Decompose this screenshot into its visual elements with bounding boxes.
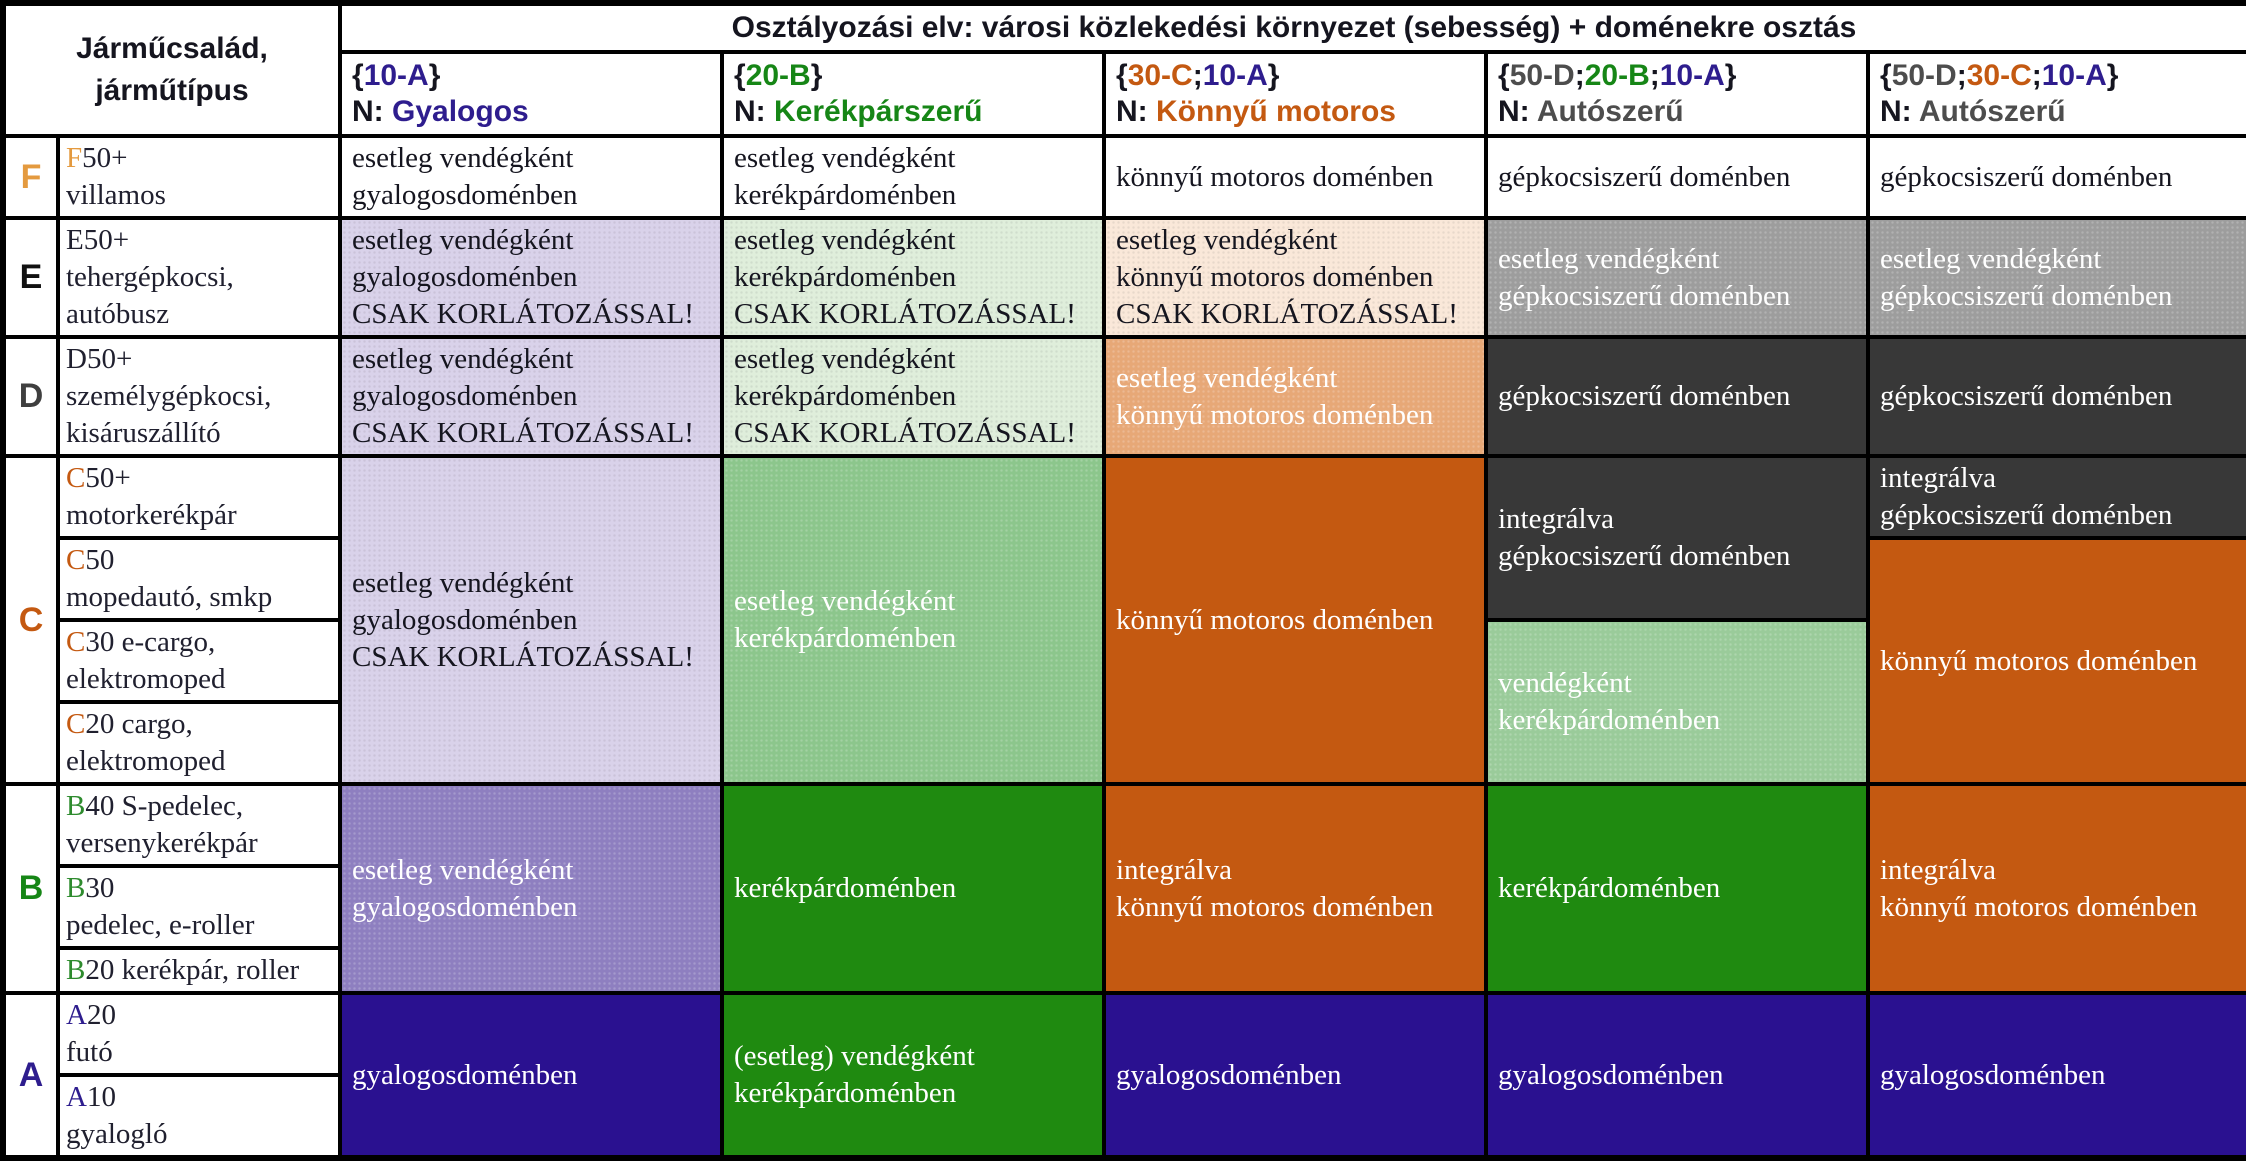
cell-c-auto1-vendeg: vendégként kerékpárdoménben xyxy=(1484,618,1870,786)
family-letter-f: F xyxy=(1,134,60,220)
domain-n-label: N: Autószerű xyxy=(1880,95,2066,128)
vehicle-type-b20: B20 kerékpár, roller xyxy=(56,946,342,995)
cell-d-gyalogos: esetleg vendégként gyalogosdoménben CSAK… xyxy=(338,335,724,458)
cell-f-kerekpar: esetleg vendégként kerékpárdoménben xyxy=(720,134,1106,220)
cell-f-gyalogos: esetleg vendégként gyalogosdoménben xyxy=(338,134,724,220)
cell-c-kerekpar: esetleg vendégként kerékpárdoménben xyxy=(720,454,1106,786)
cell-d-auto2: gépkocsiszerű doménben xyxy=(1866,335,2246,458)
column-header-konnyu-motoros: {30-C;10-A} N: Könnyű motoros xyxy=(1102,50,1488,138)
cell-c-auto2-integralt: integrálva gépkocsiszerű doménben xyxy=(1866,454,2246,540)
domain-code-label: {20-B} xyxy=(734,59,823,92)
cell-b-auto1: kerékpárdoménben xyxy=(1484,782,1870,995)
vehicle-type-c20: C20 cargo, elektromoped xyxy=(56,700,342,786)
domain-code-label: {50-D;30-C;10-A} xyxy=(1880,59,2119,92)
vehicle-type-c50plus: C50+ motorkerékpár xyxy=(56,454,342,540)
cell-a-kerekpar: (esetleg) vendégként kerékpárdoménben xyxy=(720,991,1106,1160)
cell-f-auto2: gépkocsiszerű doménben xyxy=(1866,134,2246,220)
cell-d-motoros: esetleg vendégként könnyű motoros doménb… xyxy=(1102,335,1488,458)
family-letter-c: C xyxy=(1,454,60,786)
domain-code-label: {50-D;20-B;10-A} xyxy=(1498,59,1737,92)
column-header-gyalogos: {10-A} N: Gyalogos xyxy=(338,50,724,138)
vehicle-type-b40: B40 S-pedelec, versenykerékpár xyxy=(56,782,342,868)
cell-c-motoros: könnyű motoros doménben xyxy=(1102,454,1488,786)
family-letter-e: E xyxy=(1,216,60,339)
domain-n-label: N: Gyalogos xyxy=(352,95,529,128)
vehicle-type-e50: E50+ tehergépkocsi, autóbusz xyxy=(56,216,342,339)
corner-header: Járműcsalád, járműtípus xyxy=(1,1,342,138)
vehicle-type-c30: C30 e-cargo, elektromoped xyxy=(56,618,342,704)
cell-e-auto1: esetleg vendégként gépkocsiszerű doménbe… xyxy=(1484,216,1870,339)
domain-code-label: {30-C;10-A} xyxy=(1116,59,1280,92)
vehicle-type-a10: A10 gyalogló xyxy=(56,1073,342,1160)
cell-c-auto2-motoros: könnyű motoros doménben xyxy=(1866,536,2246,786)
vehicle-type-c50: C50 mopedautó, smkp xyxy=(56,536,342,622)
cell-e-kerekpar: esetleg vendégként kerékpárdoménben CSAK… xyxy=(720,216,1106,339)
vehicle-type-a20: A20 futó xyxy=(56,991,342,1077)
domain-code-label: {10-A} xyxy=(352,59,441,92)
cell-b-gyalogos: esetleg vendégként gyalogosdoménben xyxy=(338,782,724,995)
cell-b-motoros: integrálva könnyű motoros doménben xyxy=(1102,782,1488,995)
cell-b-kerekpar: kerékpárdoménben xyxy=(720,782,1106,995)
domain-n-label: N: Autószerű xyxy=(1498,95,1684,128)
cell-a-motoros: gyalogosdoménben xyxy=(1102,991,1488,1160)
cell-f-motoros: könnyű motoros doménben xyxy=(1102,134,1488,220)
column-header-kerekparszeru: {20-B} N: Kerékpárszerű xyxy=(720,50,1106,138)
cell-e-gyalogos: esetleg vendégként gyalogosdoménben CSAK… xyxy=(338,216,724,339)
cell-e-auto2: esetleg vendégként gépkocsiszerű doménbe… xyxy=(1866,216,2246,339)
family-letter-d: D xyxy=(1,335,60,458)
column-header-autoszeru-1: {50-D;20-B;10-A} N: Autószerű xyxy=(1484,50,1870,138)
cell-a-gyalogos: gyalogosdoménben xyxy=(338,991,724,1160)
cell-c-auto1-integralt: integrálva gépkocsiszerű doménben xyxy=(1484,454,1870,622)
vehicle-type-b30: B30 pedelec, e-roller xyxy=(56,864,342,950)
classification-title: Osztályozási elv: városi közlekedési kör… xyxy=(338,1,2246,54)
cell-f-auto1: gépkocsiszerű doménben xyxy=(1484,134,1870,220)
family-letter-b: B xyxy=(1,782,60,995)
cell-a-auto2: gyalogosdoménben xyxy=(1866,991,2246,1160)
cell-d-kerekpar: esetleg vendégként kerékpárdoménben CSAK… xyxy=(720,335,1106,458)
cell-c-gyalogos: esetleg vendégként gyalogosdoménben CSAK… xyxy=(338,454,724,786)
domain-n-label: N: Kerékpárszerű xyxy=(734,95,983,128)
cell-e-motoros: esetleg vendégként könnyű motoros doménb… xyxy=(1102,216,1488,339)
cell-b-auto2: integrálva könnyű motoros doménben xyxy=(1866,782,2246,995)
column-header-autoszeru-2: {50-D;30-C;10-A} N: Autószerű xyxy=(1866,50,2246,138)
family-letter-a: A xyxy=(1,991,60,1160)
cell-d-auto1: gépkocsiszerű doménben xyxy=(1484,335,1870,458)
domain-n-label: N: Könnyű motoros xyxy=(1116,95,1396,128)
cell-a-auto1: gyalogosdoménben xyxy=(1484,991,1870,1160)
vehicle-type-d50: D50+ személygépkocsi, kisáruszállító xyxy=(56,335,342,458)
vehicle-type-f50: F50+ villamos xyxy=(56,134,342,220)
